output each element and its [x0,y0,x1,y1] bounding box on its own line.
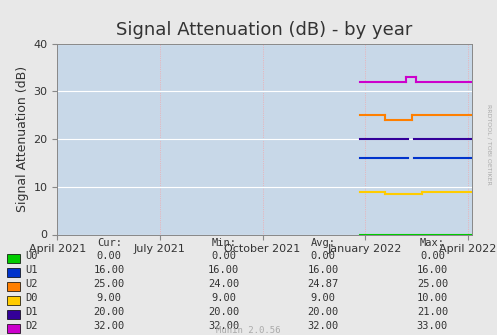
Y-axis label: Signal Attenuation (dB): Signal Attenuation (dB) [16,66,29,212]
Text: Cur:: Cur: [97,238,122,248]
Text: 16.00: 16.00 [417,265,448,275]
Text: 0.00: 0.00 [311,251,335,261]
Title: Signal Attenuation (dB) - by year: Signal Attenuation (dB) - by year [116,21,413,39]
Text: D1: D1 [25,307,37,317]
Text: 20.00: 20.00 [94,307,125,317]
Text: 25.00: 25.00 [94,279,125,289]
Text: 32.00: 32.00 [208,321,239,331]
Text: Munin 2.0.56: Munin 2.0.56 [216,326,281,335]
Text: 32.00: 32.00 [308,321,338,331]
Text: 9.00: 9.00 [311,293,335,303]
Text: 10.00: 10.00 [417,293,448,303]
Text: 24.00: 24.00 [208,279,239,289]
Text: 16.00: 16.00 [308,265,338,275]
Text: Min:: Min: [211,238,236,248]
Text: 16.00: 16.00 [208,265,239,275]
Text: 0.00: 0.00 [420,251,445,261]
Text: 0.00: 0.00 [211,251,236,261]
Text: D2: D2 [25,321,37,331]
Text: 20.00: 20.00 [208,307,239,317]
Text: 21.00: 21.00 [417,307,448,317]
Text: 9.00: 9.00 [97,293,122,303]
Text: Avg:: Avg: [311,238,335,248]
Text: 16.00: 16.00 [94,265,125,275]
Text: Max:: Max: [420,238,445,248]
Text: RRDTOOL / TOBI OETIKER: RRDTOOL / TOBI OETIKER [486,104,491,185]
Text: D0: D0 [25,293,37,303]
Text: 9.00: 9.00 [211,293,236,303]
Text: 33.00: 33.00 [417,321,448,331]
Text: U0: U0 [25,251,37,261]
Text: U2: U2 [25,279,37,289]
Text: U1: U1 [25,265,37,275]
Text: 24.87: 24.87 [308,279,338,289]
Text: 20.00: 20.00 [308,307,338,317]
Text: 0.00: 0.00 [97,251,122,261]
Text: 32.00: 32.00 [94,321,125,331]
Text: 25.00: 25.00 [417,279,448,289]
